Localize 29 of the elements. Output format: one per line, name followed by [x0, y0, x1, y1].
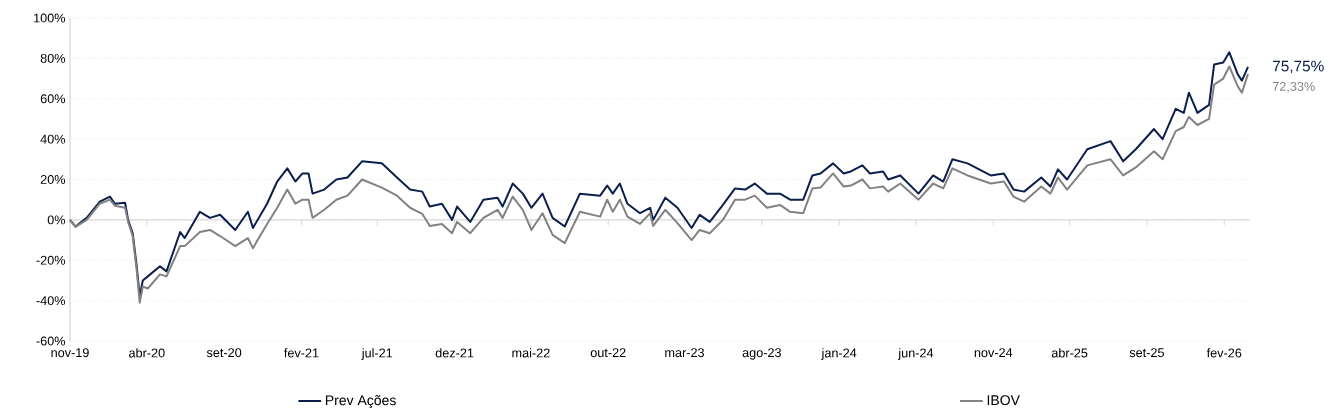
- x-tick-label: jul-21: [361, 348, 393, 360]
- y-tick-label: -60%: [36, 336, 66, 346]
- y-tick-label: 80%: [40, 53, 66, 63]
- legend-label: Prev Ações: [325, 395, 396, 409]
- x-tick-label: jan-24: [821, 348, 857, 360]
- x-tick-label: fev-26: [1206, 348, 1242, 358]
- y-tick-label: -20%: [36, 255, 66, 265]
- x-tick-label: set-20: [206, 348, 242, 358]
- x-tick-label: mai-22: [512, 348, 550, 358]
- legend-label: IBOV: [987, 395, 1020, 406]
- y-tick-label: -40%: [36, 296, 66, 306]
- x-tick-label: fev-21: [284, 348, 319, 358]
- y-tick-label: 20%: [40, 175, 66, 184]
- y-tick-label: 60%: [40, 94, 66, 104]
- annotation: 72,33%: [1272, 81, 1315, 93]
- x-tick-label: abr-25: [1051, 348, 1088, 358]
- x-tick-label: ago-23: [742, 348, 781, 360]
- x-tick-label: dez-21: [435, 348, 474, 358]
- x-tick-label: nov-19: [51, 348, 89, 358]
- x-tick-label: jun-24: [898, 348, 934, 360]
- x-tick-label: out-22: [590, 348, 626, 358]
- x-tick-label: nov-24: [974, 348, 1013, 358]
- x-tick-label: mar-23: [665, 348, 705, 358]
- annotation: 75,75%: [1273, 60, 1324, 74]
- y-tick-label: 0%: [47, 215, 66, 225]
- y-tick-label: 40%: [40, 134, 66, 144]
- x-tick-label: abr-20: [129, 348, 165, 358]
- y-tick-label: 100%: [34, 13, 66, 23]
- x-tick-label: set-25: [1129, 348, 1164, 358]
